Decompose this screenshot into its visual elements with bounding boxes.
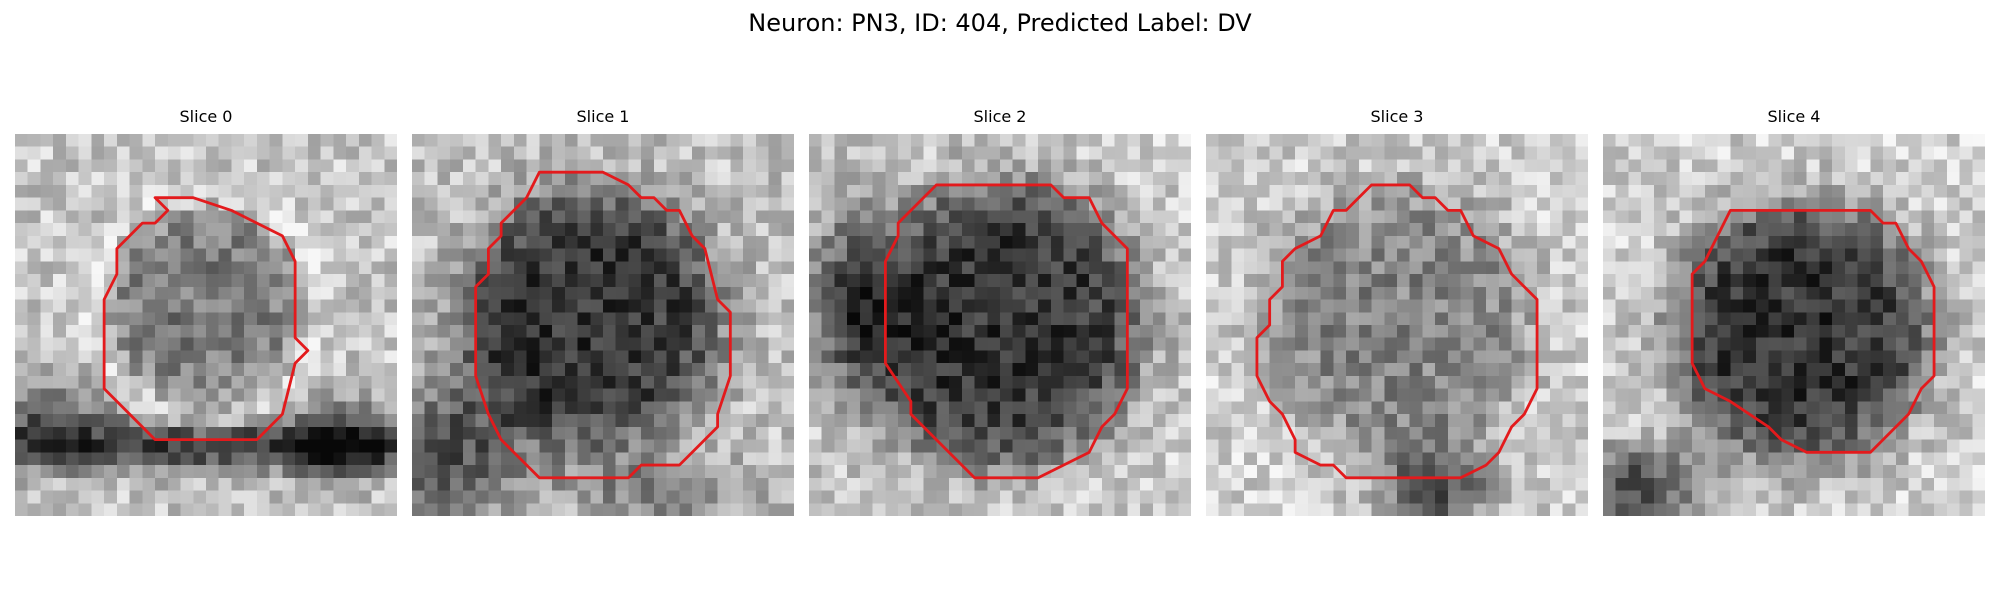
slice-image-4 [1603,134,1985,516]
slice-title-2: Slice 2 [973,107,1027,126]
micrograph-pixels [1206,134,1588,516]
slice-image-2 [809,134,1191,516]
slice-panel-3: Slice 3 [1206,106,1588,526]
micrograph-pixels [15,134,397,516]
slice-title-3: Slice 3 [1370,107,1424,126]
micrograph-pixels [1603,134,1985,516]
slice-panel-2: Slice 2 [809,106,1191,526]
segmentation-contour [474,170,732,480]
figure-title: Neuron: PN3, ID: 404, Predicted Label: D… [748,9,1252,37]
slice-title-4: Slice 4 [1767,107,1821,126]
segmentation-contour [1690,208,1936,454]
slice-panel-1: Slice 1 [412,106,794,526]
slice-image-0 [15,134,397,516]
slice-image-3 [1206,134,1588,516]
segmentation-contour [883,183,1129,480]
slice-panel-4: Slice 4 [1603,106,1985,526]
slice-title-0: Slice 0 [179,107,233,126]
micrograph-pixels [809,134,1191,516]
slice-title-1: Slice 1 [576,107,630,126]
slice-image-1 [412,134,794,516]
segmentation-contour [1255,183,1539,480]
micrograph-pixels [412,134,794,516]
segmentation-contour [102,196,310,442]
slice-panel-0: Slice 0 [15,106,397,526]
